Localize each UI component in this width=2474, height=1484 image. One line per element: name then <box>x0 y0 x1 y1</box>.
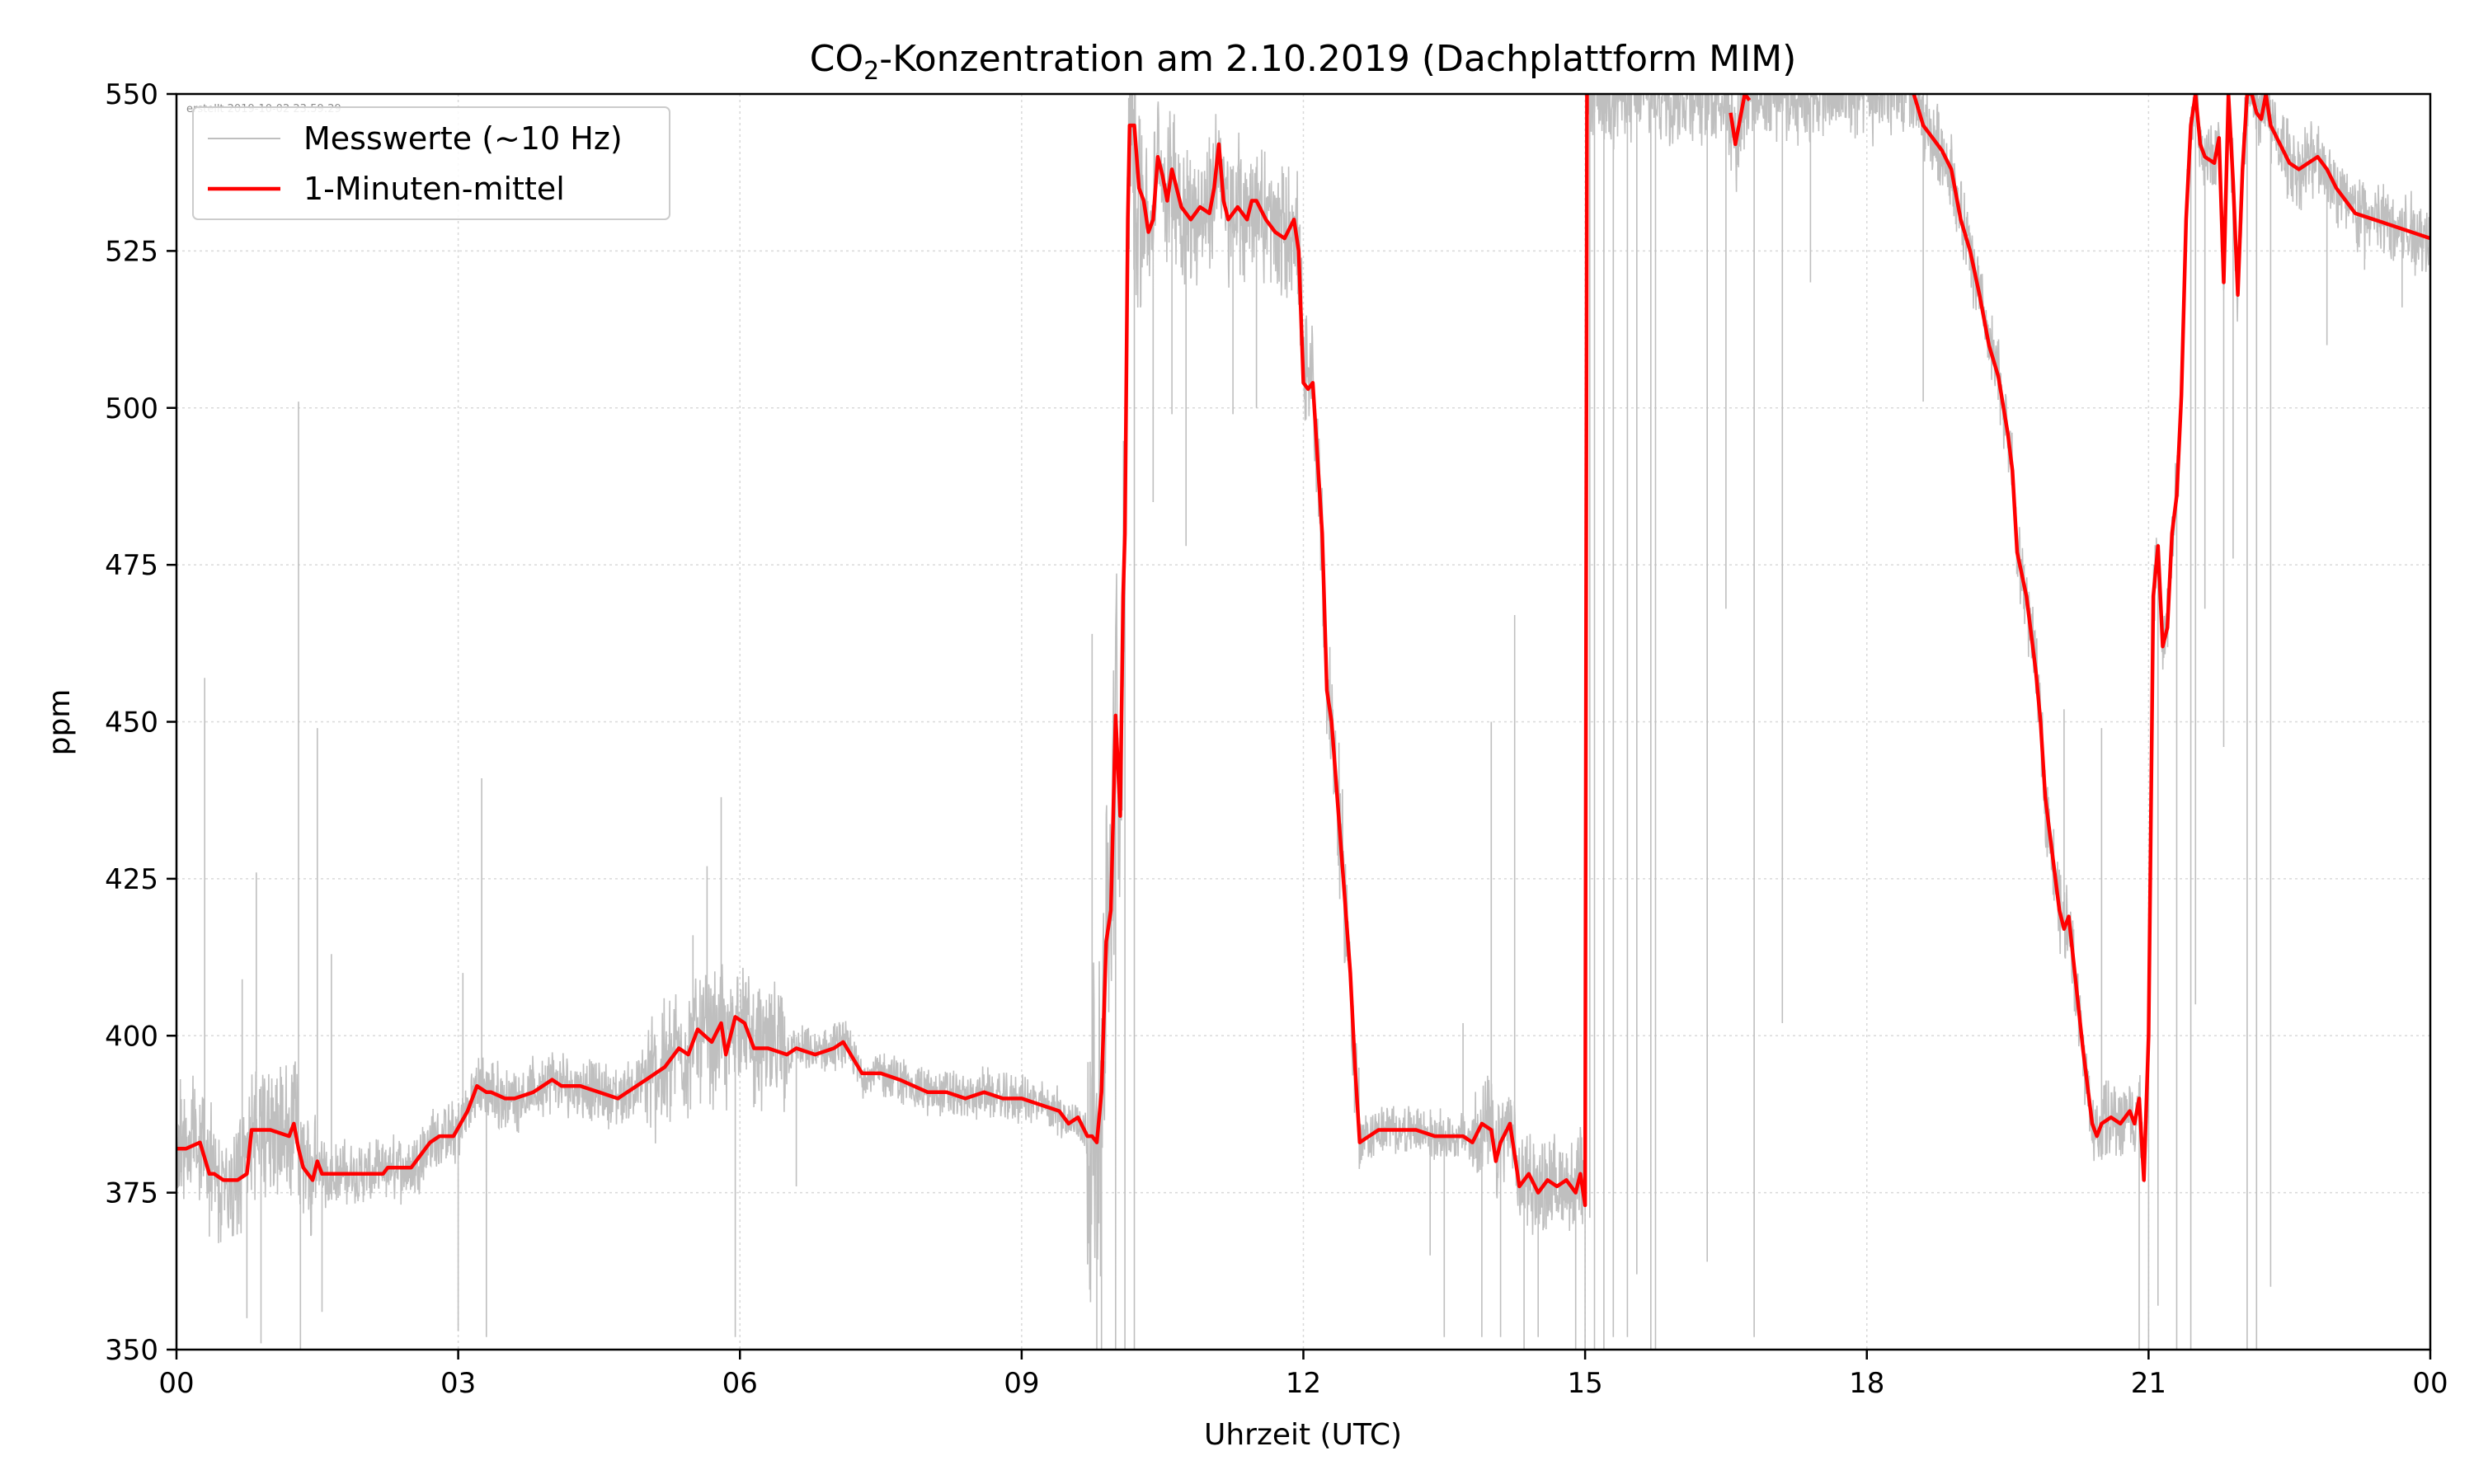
x-tick-label: 03 <box>440 1367 476 1400</box>
chart-title: CO2-Konzentration am 2.10.2019 (Dachplat… <box>810 38 1797 86</box>
x-tick-label: 00 <box>2412 1367 2448 1400</box>
series-line-1-minuten-mittel <box>176 94 1589 1208</box>
y-tick-label: 450 <box>105 707 158 740</box>
x-axis: 00 03 06 09 12 15 18 21 00 <box>158 1350 2448 1400</box>
x-tick-label: 06 <box>722 1367 758 1400</box>
y-tick-label: 400 <box>105 1020 158 1053</box>
series-line-1-minuten-mittel-segment-2 <box>1729 94 1752 147</box>
x-axis-title: Uhrzeit (UTC) <box>1204 1418 1402 1452</box>
y-tick-label: 550 <box>105 78 158 111</box>
y-axis: 350 375 400 425 450 475 500 525 550 <box>105 78 176 1367</box>
y-tick-label: 500 <box>105 392 158 425</box>
legend-label-1-minuten-mittel: 1-Minuten-mittel <box>303 171 565 207</box>
x-tick-label: 12 <box>1286 1367 1321 1400</box>
series-line-1-minuten-mittel-segment-3 <box>1912 94 2430 1182</box>
legend: Messwerte (~10 Hz) 1-Minuten-mittel <box>192 106 670 220</box>
x-tick-label: 09 <box>1004 1367 1039 1400</box>
y-tick-label: 425 <box>105 863 158 896</box>
plot-clip-group <box>176 94 2430 1350</box>
x-tick-label: 15 <box>1567 1367 1602 1400</box>
y-tick-label: 475 <box>105 549 158 582</box>
x-tick-label: 18 <box>1849 1367 1884 1400</box>
y-tick-label: 375 <box>105 1177 158 1210</box>
legend-label-messwerte: Messwerte (~10 Hz) <box>303 120 623 157</box>
x-tick-label: 21 <box>2131 1367 2166 1400</box>
legend-box <box>192 106 670 220</box>
y-axis-title: ppm <box>43 689 77 756</box>
y-tick-label: 350 <box>105 1334 158 1367</box>
x-tick-label: 00 <box>158 1367 194 1400</box>
y-tick-label: 525 <box>105 235 158 268</box>
